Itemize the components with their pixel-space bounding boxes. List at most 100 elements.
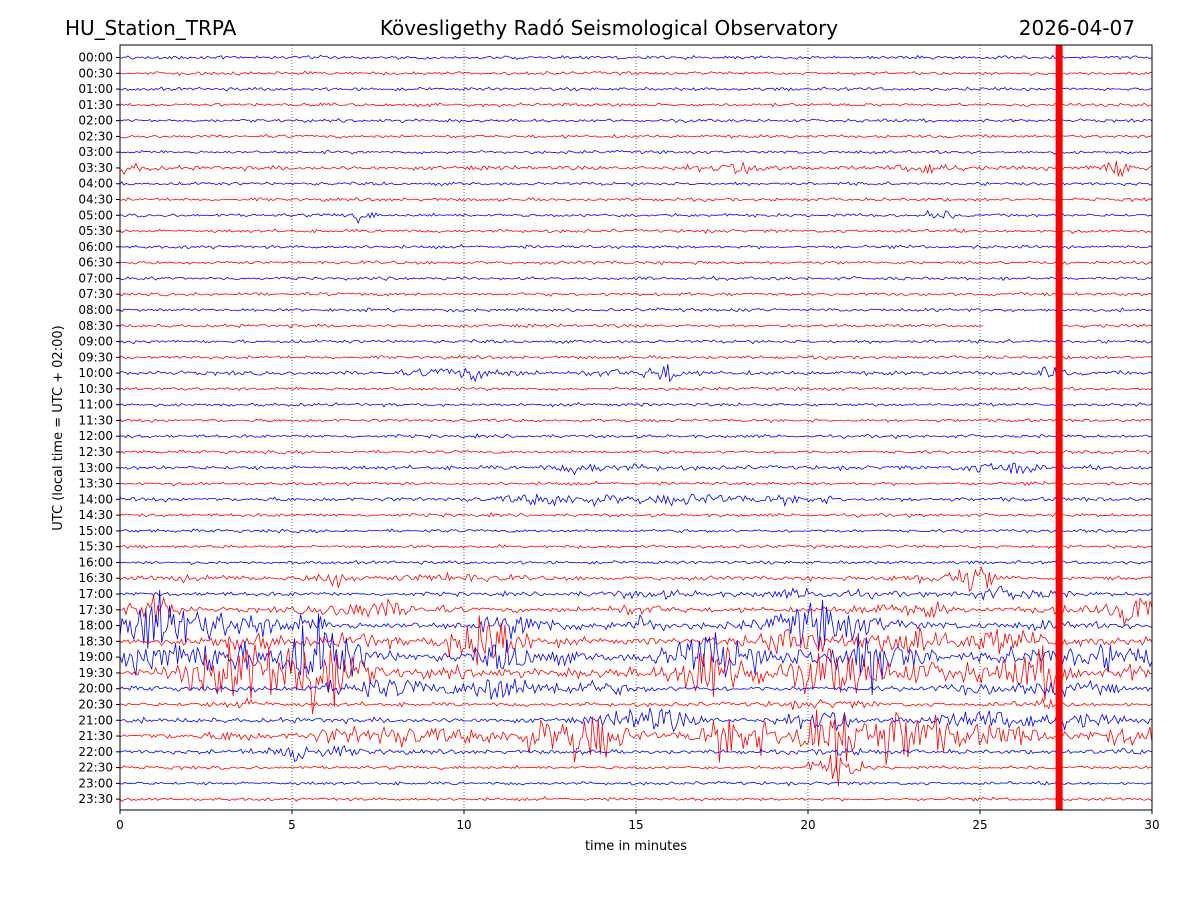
trace-1900 [119, 613, 1153, 696]
plot-area [120, 45, 1152, 810]
current-time-marker [1055, 45, 1063, 810]
y-tick-label: 03:00 [78, 145, 113, 159]
trace-0800 [119, 307, 1153, 313]
y-tick-label: 07:00 [78, 271, 113, 285]
trace-0030 [119, 70, 1153, 77]
station-name: HU_Station_TRPA [65, 16, 237, 40]
y-tick-label: 05:00 [78, 208, 113, 222]
x-tick-label: 25 [972, 818, 987, 832]
trace-0830 [1060, 323, 1153, 328]
chart-date: 2026-04-07 [1019, 16, 1135, 40]
y-axis-label: UTC (local time = UTC + 02:00) [51, 325, 66, 530]
trace-0530 [119, 228, 1153, 235]
trace-2030 [119, 696, 1153, 711]
trace-0900 [119, 338, 1153, 345]
y-tick-label: 04:30 [78, 193, 113, 207]
y-tick-label: 20:30 [78, 697, 113, 711]
x-tick-label: 30 [1144, 818, 1159, 832]
overlays [1055, 45, 1063, 810]
y-tick-label: 10:30 [78, 382, 113, 396]
y-tick-label: 01:00 [78, 82, 113, 96]
y-tick-label: 03:30 [78, 161, 113, 175]
y-tick-label: 09:00 [78, 335, 113, 349]
trace-1400 [119, 493, 1153, 508]
trace-2200 [119, 745, 1153, 763]
y-tick-label: 09:30 [78, 350, 113, 364]
trace-1530 [119, 544, 1153, 550]
trace-2300 [119, 780, 1153, 787]
trace-1700 [119, 585, 1153, 601]
y-tick-label: 23:00 [78, 776, 113, 790]
trace-0200 [119, 118, 1153, 124]
y-tick-label: 06:30 [78, 256, 113, 270]
y-tick-label: 01:30 [78, 98, 113, 112]
y-tick-label: 13:30 [78, 477, 113, 491]
trace-1300 [119, 462, 1153, 476]
y-tick-label: 12:30 [78, 445, 113, 459]
y-tick-label: 08:00 [78, 303, 113, 317]
x-tick-label: 20 [800, 818, 815, 832]
trace-1830 [119, 615, 1153, 666]
trace-0130 [119, 102, 1153, 108]
y-tick-label: 02:30 [78, 129, 113, 143]
y-tick-label: 14:30 [78, 508, 113, 522]
trace-0630 [119, 259, 1153, 266]
trace-0000 [119, 54, 1153, 61]
y-tick-label: 19:00 [78, 650, 113, 664]
y-tick-label: 21:00 [78, 713, 113, 727]
y-tick-label: 11:30 [78, 413, 113, 427]
y-tick-label: 06:00 [78, 240, 113, 254]
y-tick-label: 22:30 [78, 761, 113, 775]
trace-0230 [119, 133, 1153, 139]
y-tick-label: 23:30 [78, 792, 113, 806]
trace-2130 [119, 709, 1153, 772]
trace-0700 [119, 275, 1153, 282]
trace-1100 [119, 402, 1153, 408]
y-tick-label: 17:00 [78, 587, 113, 601]
trace-2100 [119, 707, 1153, 733]
trace-1230 [119, 449, 1153, 455]
trace-2330 [119, 796, 1153, 803]
trace-0600 [119, 243, 1153, 250]
trace-1430 [119, 511, 1153, 518]
trace-1000 [119, 364, 1153, 383]
y-tick-label: 17:30 [78, 603, 113, 617]
trace-0100 [119, 86, 1153, 92]
y-tick-label: 15:30 [78, 540, 113, 554]
y-tick-label: 16:00 [78, 555, 113, 569]
x-axis-label: time in minutes [585, 839, 687, 854]
trace-0500 [119, 209, 1153, 225]
y-tick-label: 08:30 [78, 319, 113, 333]
x-axis-ticks: 0 5 10 15 20 25 30 [116, 810, 1160, 832]
trace-2000 [119, 678, 1153, 700]
trace-1600 [119, 559, 1153, 566]
y-tick-label: 20:00 [78, 682, 113, 696]
y-tick-label: 12:00 [78, 429, 113, 443]
trace-1500 [119, 528, 1153, 534]
trace-0930 [119, 354, 1153, 360]
y-tick-label: 22:00 [78, 745, 113, 759]
y-tick-label: 00:30 [78, 66, 113, 80]
y-tick-label: 18:30 [78, 634, 113, 648]
trace-0330 [120, 160, 1153, 178]
trace-1730 [119, 595, 1153, 626]
trace-1930 [119, 643, 1153, 715]
x-tick-label: 0 [116, 818, 124, 832]
trace-1130 [119, 418, 1153, 424]
y-tick-label: 00:00 [78, 51, 113, 65]
trace-1030 [119, 386, 1153, 392]
chart-title: Kövesligethy Radó Seismological Observat… [380, 16, 838, 40]
y-tick-label: 19:30 [78, 666, 113, 680]
y-tick-label: 07:30 [78, 287, 113, 301]
x-tick-label: 5 [288, 818, 296, 832]
trace-0400 [119, 181, 1153, 187]
y-tick-label: 18:00 [78, 619, 113, 633]
y-tick-label: 15:00 [78, 524, 113, 538]
seismic-traces [119, 54, 1153, 803]
y-tick-label: 16:30 [78, 571, 113, 585]
trace-0300 [119, 149, 1153, 155]
y-tick-label: 21:30 [78, 729, 113, 743]
y-tick-label: 02:00 [78, 114, 113, 128]
